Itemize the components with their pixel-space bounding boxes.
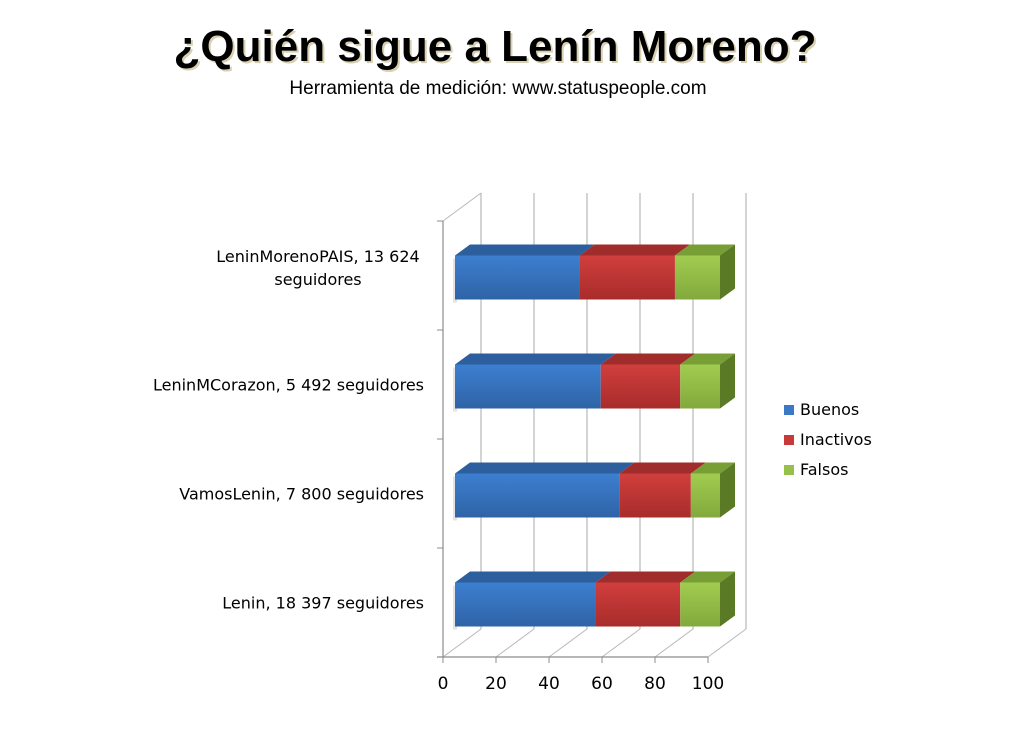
bar-side-face <box>720 462 735 518</box>
x-tick-label: 20 <box>485 674 507 694</box>
category-label: Lenin, 18 397 seguidores <box>222 594 424 613</box>
bar-group <box>453 353 735 412</box>
bar-top-face <box>619 462 706 474</box>
x-axis-tick-labels: 0 20 40 60 80 100 <box>438 674 725 694</box>
bar-top-face <box>680 571 735 583</box>
bar-top-face <box>579 244 690 256</box>
bar-segment-buenos <box>455 255 580 300</box>
bar-top-face <box>455 244 595 256</box>
bar-segment-inactivos <box>579 255 675 300</box>
chart-title: ¿Quién sigue a Lenín Moreno? <box>173 22 817 71</box>
chart-subtitle: Herramienta de medición: www.statuspeopl… <box>289 78 707 99</box>
bar-segment-falsos <box>680 364 720 409</box>
floor-gridline <box>442 628 482 658</box>
bar-segment-inactivos <box>600 364 681 409</box>
floor-gridline <box>601 628 641 658</box>
bar-group <box>453 462 735 521</box>
floor-gridline <box>548 628 588 658</box>
chart-bars <box>453 244 735 630</box>
bar-top-face <box>680 353 735 365</box>
x-tick-label: 100 <box>692 674 724 694</box>
category-label: seguidores <box>274 270 361 289</box>
category-labels: LeninMorenoPAIS, 13 624 seguidores LeninMC… <box>153 247 424 613</box>
x-tick-label: 40 <box>538 674 560 694</box>
bar-group <box>453 244 735 303</box>
bar-segment-inactivos <box>595 582 681 627</box>
chart-axes <box>437 220 709 663</box>
bar-top-face <box>600 353 696 365</box>
legend-swatch-buenos <box>784 405 794 415</box>
bar-group <box>453 571 735 630</box>
bar-top-face <box>455 353 616 365</box>
legend-swatch-inactivos <box>784 435 794 445</box>
bar-segment-inactivos <box>619 473 691 518</box>
chart-legend: Buenos Inactivos Falsos <box>784 400 872 479</box>
legend-label: Inactivos <box>800 430 872 449</box>
x-tick-label: 60 <box>591 674 613 694</box>
bar-side-face <box>720 571 735 627</box>
bar-top-face <box>674 244 735 256</box>
bar-segment-falsos <box>674 255 720 300</box>
bar-segment-falsos <box>690 473 720 518</box>
bar-segment-falsos <box>680 582 720 627</box>
bar-segment-buenos <box>455 473 620 518</box>
floor-gridline <box>707 628 747 658</box>
bar-top-face <box>595 571 696 583</box>
bar-side-face <box>720 244 735 300</box>
category-label: LeninMorenoPAIS, 13 624 <box>216 247 419 266</box>
bar-segment-buenos <box>455 582 596 627</box>
legend-label: Buenos <box>800 400 859 419</box>
legend-label: Falsos <box>800 460 848 479</box>
category-label: LeninMCorazon, 5 492 seguidores <box>153 376 424 395</box>
legend-swatch-falsos <box>784 465 794 475</box>
bar-segment-buenos <box>455 364 601 409</box>
floor-gridline <box>495 628 535 658</box>
bar-side-face <box>720 353 735 409</box>
category-label: VamosLenin, 7 800 seguidores <box>179 485 424 504</box>
bar-top-face <box>690 462 735 474</box>
floor-gridline <box>654 628 694 658</box>
bar-top-face <box>455 462 635 474</box>
x-tick-label: 80 <box>644 674 666 694</box>
bar-top-face <box>455 571 611 583</box>
x-tick-label: 0 <box>438 674 449 694</box>
